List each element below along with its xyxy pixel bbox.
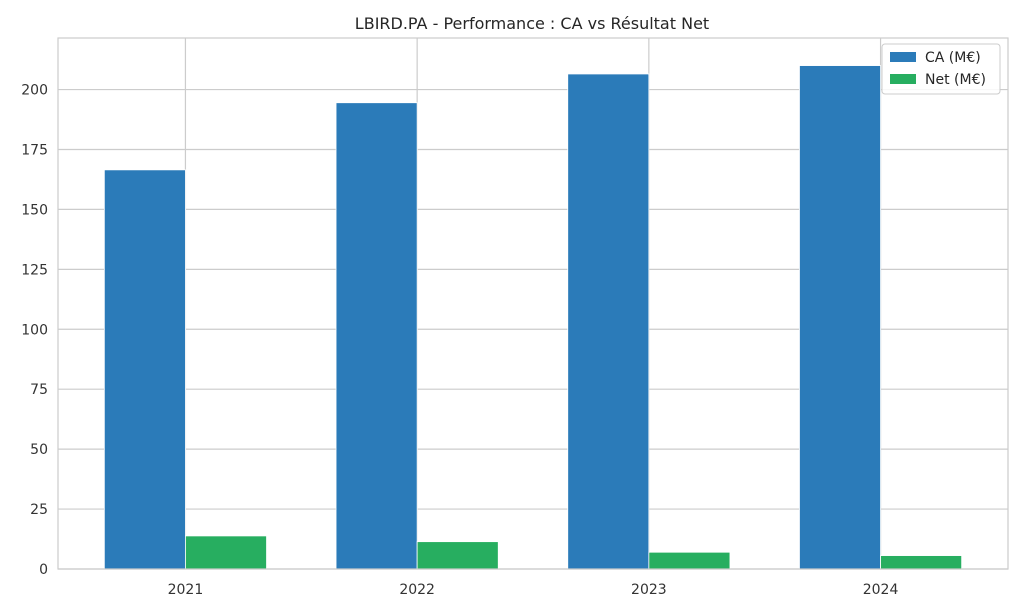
bar-ca-2023 [567, 73, 650, 570]
legend-label-net: Net (M€) [925, 72, 986, 88]
y-tick-label: 75 [30, 382, 48, 398]
bars [103, 65, 963, 570]
bar-ca-2022 [335, 102, 418, 570]
x-tick-label: 2024 [863, 582, 899, 598]
bar-net-2021 [185, 535, 267, 570]
x-axis-ticks: 2021 2022 2023 2024 [168, 582, 899, 598]
x-tick-label: 2022 [399, 582, 435, 598]
y-tick-label: 100 [21, 322, 48, 338]
bar-net-2023 [648, 551, 731, 570]
x-tick-label: 2023 [631, 582, 667, 598]
legend: CA (M€) Net (M€) [881, 43, 1001, 95]
bar-net-2024 [880, 555, 963, 570]
bar-net-2022 [416, 541, 499, 570]
y-tick-label: 175 [21, 142, 48, 158]
y-axis-ticks: 0 25 50 75 100 125 150 175 200 [21, 83, 48, 578]
bar-ca-2021 [103, 169, 186, 570]
y-tick-label: 25 [30, 502, 48, 518]
bar-ca-2024 [799, 65, 881, 570]
y-tick-label: 0 [39, 562, 48, 578]
legend-swatch-net [890, 74, 916, 84]
plot-frame [57, 37, 1009, 570]
y-tick-label: 50 [30, 442, 48, 458]
y-tick-label: 150 [21, 202, 48, 218]
legend-label-ca: CA (M€) [925, 50, 981, 66]
y-tick-label: 125 [21, 262, 48, 278]
y-tick-label: 200 [21, 83, 48, 99]
legend-swatch-ca [890, 52, 916, 62]
chart-title: LBIRD.PA - Performance : CA vs Résultat … [355, 14, 709, 33]
x-tick-label: 2021 [168, 582, 204, 598]
